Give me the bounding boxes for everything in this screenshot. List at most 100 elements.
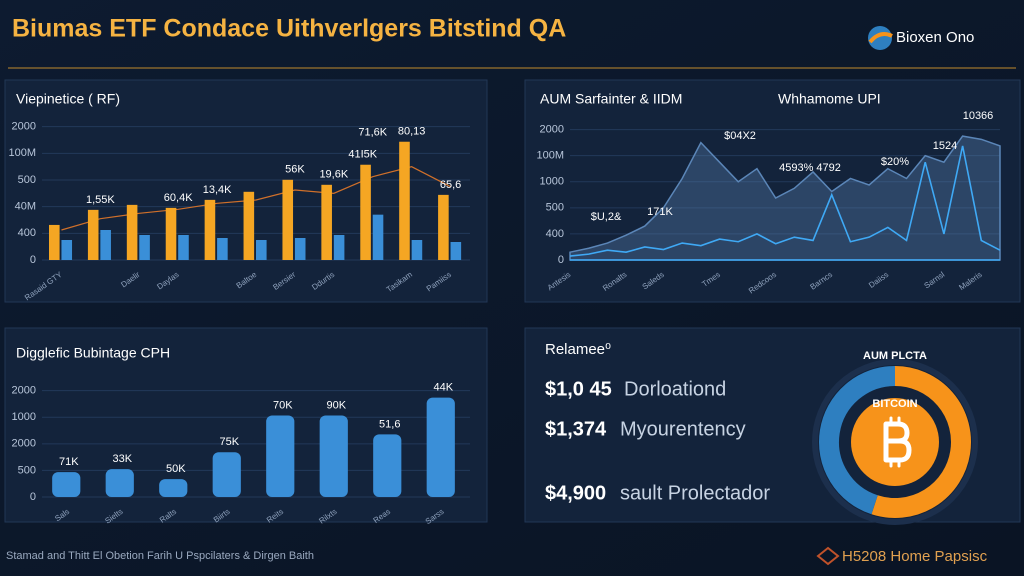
annotation: $04X2: [724, 130, 756, 142]
panel: [524, 79, 1021, 303]
donut-ring: [812, 359, 978, 525]
bar: [426, 397, 455, 497]
annotation: 1,55K: [86, 194, 115, 206]
bar: [204, 199, 216, 260]
bar: [373, 434, 402, 497]
y-tick-label: 2000: [12, 438, 36, 450]
bar: [159, 479, 188, 497]
bar: [105, 469, 134, 497]
annotation: 50K: [166, 463, 186, 475]
annotation: 75K: [219, 436, 239, 448]
bar: [411, 240, 423, 260]
annotation: 60,4K: [164, 192, 193, 204]
bar: [256, 240, 267, 260]
line: [569, 145, 1001, 257]
bar: [126, 204, 138, 260]
panel: [4, 79, 488, 303]
donut-segment: [871, 366, 971, 518]
y-tick-label: 500: [18, 174, 36, 186]
bar: [321, 184, 332, 260]
annotation: 71,6K: [358, 127, 387, 139]
bar: [212, 452, 241, 497]
chart-title: Digglefic Bubintage CPH: [16, 345, 170, 361]
y-tick-label: 0: [558, 254, 564, 266]
y-tick-label: 0: [30, 491, 36, 503]
annotation: 33K: [112, 453, 132, 465]
y-tick-label: 100M: [536, 150, 564, 162]
panel: [4, 327, 488, 523]
bar: [61, 240, 73, 260]
bitcoin-icon: [883, 416, 912, 468]
area: [569, 135, 1001, 261]
bar: [438, 194, 449, 260]
bar: [139, 235, 150, 260]
annotation: 41I5K: [348, 149, 377, 161]
donut-label: BITCOIN: [872, 398, 917, 410]
stat-value: $4,900: [545, 482, 606, 504]
bar: [87, 209, 99, 260]
annotation: 71K: [59, 456, 79, 468]
panel: [524, 327, 1021, 523]
stat-label: Dorloationd: [624, 378, 726, 400]
bar: [266, 415, 295, 497]
bar: [217, 238, 228, 260]
annotation: 13,4K: [203, 184, 232, 196]
annotation: 171K: [647, 206, 673, 218]
footer-text: Stamad and Thitt El Obetion Farih U Pspc…: [6, 550, 314, 562]
annotation: 65,6: [440, 179, 461, 191]
logo: [868, 26, 893, 50]
logo-text: Bioxen Ono: [896, 29, 974, 46]
annotation: 56K: [285, 164, 305, 176]
annotation: $U,2&: [591, 211, 622, 223]
bar: [243, 191, 255, 260]
trend-line: [61, 166, 451, 231]
chart-title: Viepinetice ( RF): [16, 91, 120, 107]
annotation: $20%: [881, 156, 909, 168]
annotation: 10366: [963, 110, 994, 122]
y-tick-label: 400: [18, 227, 36, 239]
bar: [165, 207, 177, 260]
bar: [294, 238, 306, 260]
bar: [450, 242, 462, 260]
y-tick-label: 0: [30, 254, 36, 266]
y-tick-label: 40M: [15, 201, 36, 213]
bar: [372, 214, 384, 260]
annotation: 70K: [273, 399, 293, 411]
stats-title: Relamee⁰: [545, 341, 611, 358]
y-tick-label: 2000: [12, 385, 36, 397]
bar: [49, 224, 60, 260]
bar: [178, 235, 189, 260]
annotation: 44K: [433, 382, 453, 394]
annotation: 90K: [326, 399, 346, 411]
annotation: 51,6: [379, 418, 400, 430]
y-tick-label: 1000: [12, 411, 36, 423]
annotation: 19,6K: [319, 169, 348, 181]
y-tick-label: 100M: [8, 147, 36, 159]
stat-value: $1,374: [545, 418, 607, 440]
annotation: 80,13: [398, 126, 426, 138]
chart-subtitle: Whhamome UPI: [778, 91, 881, 107]
footer-icon: [816, 546, 840, 566]
y-tick-label: 1000: [540, 176, 564, 188]
y-tick-label: 400: [546, 228, 564, 240]
bar: [333, 235, 345, 260]
y-tick-label: 500: [18, 464, 36, 476]
y-tick-label: 500: [546, 202, 564, 214]
footer-brand: H5208 Home Papsisc: [842, 548, 988, 565]
bar: [100, 230, 111, 260]
y-tick-label: 2000: [540, 123, 564, 135]
annotation: 1524: [933, 140, 957, 152]
stat-label: sault Prolectador: [620, 482, 770, 504]
stat-value: $1,0 45: [545, 378, 612, 400]
y-tick-label: 2000: [12, 121, 36, 133]
bar: [319, 415, 348, 497]
chart-title: AUM Sarfainter & IIDM: [540, 91, 682, 107]
donut-segment: [819, 366, 896, 515]
bar: [399, 141, 410, 260]
page-title: Biumas ETF Condace Uithverlgers Bitstind…: [12, 15, 566, 43]
donut-title: AUM PLCTA: [863, 350, 927, 362]
bar: [52, 472, 81, 497]
bar: [282, 179, 294, 260]
annotation: 4593% 4792: [779, 162, 841, 174]
